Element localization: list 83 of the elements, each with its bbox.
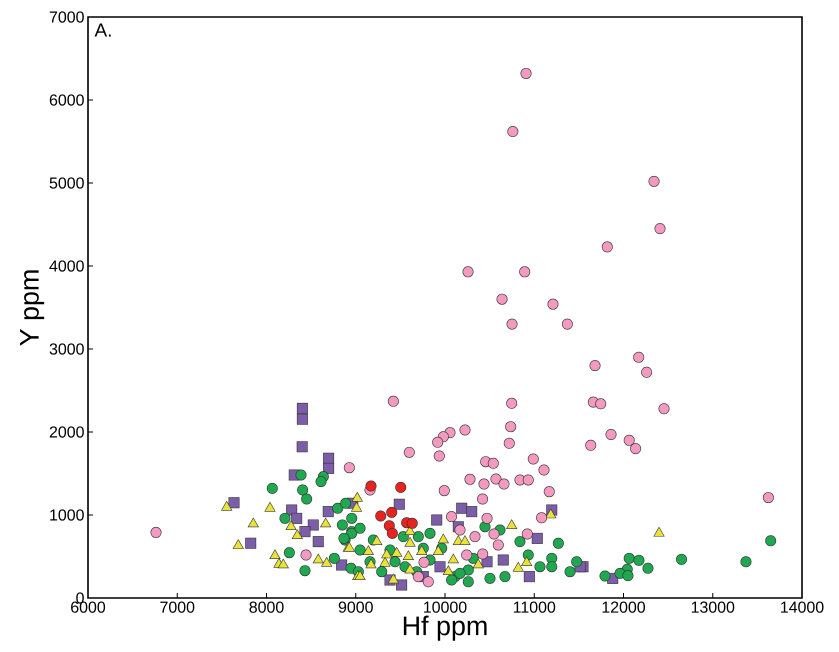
- point: [521, 556, 532, 566]
- point: [395, 482, 406, 493]
- point: [296, 441, 308, 452]
- point: [366, 558, 377, 568]
- point: [416, 545, 428, 555]
- y-tick-label: 3000: [50, 343, 84, 355]
- point: [466, 506, 478, 518]
- point: [228, 497, 240, 508]
- point: [299, 526, 310, 538]
- point: [320, 518, 332, 528]
- point: [404, 564, 416, 574]
- x-tick-label: 11000: [514, 602, 556, 613]
- y-tick-label: 7000: [50, 11, 84, 23]
- point: [352, 492, 363, 502]
- y-tick-label: 5000: [50, 177, 84, 189]
- point: [371, 535, 382, 545]
- point: [351, 502, 362, 512]
- point: [278, 558, 289, 568]
- point: [354, 570, 366, 580]
- point: [286, 520, 297, 530]
- point: [472, 558, 484, 568]
- point: [321, 557, 332, 567]
- point: [498, 554, 509, 566]
- annotation: A.: [94, 24, 111, 37]
- point: [312, 536, 324, 548]
- point: [292, 529, 303, 539]
- x-tick-label: 10000: [424, 602, 467, 613]
- point: [545, 508, 556, 518]
- point: [532, 532, 543, 544]
- point: [460, 535, 470, 545]
- point: [396, 579, 408, 590]
- point: [245, 538, 256, 549]
- point: [296, 402, 308, 414]
- point: [375, 510, 386, 522]
- point: [221, 500, 232, 511]
- y-tick-label: 4000: [49, 260, 84, 272]
- y-tick-label: 0: [76, 592, 84, 604]
- point: [512, 562, 524, 572]
- point: [434, 561, 446, 572]
- x-tick-label: 8000: [249, 602, 284, 613]
- x-tick-label: 9000: [338, 602, 373, 613]
- point: [524, 571, 535, 582]
- x-tick-label: 13000: [692, 602, 734, 613]
- point: [264, 502, 276, 512]
- point: [362, 545, 374, 555]
- point: [406, 518, 418, 529]
- x-tick-label: 7000: [160, 602, 194, 613]
- point: [404, 537, 416, 547]
- point: [248, 518, 259, 528]
- point: [323, 452, 334, 464]
- point: [312, 554, 324, 564]
- point: [380, 557, 391, 567]
- y-tick-label: 1000: [50, 509, 84, 521]
- point: [388, 574, 399, 584]
- x-tick-label: 14000: [781, 602, 824, 613]
- x-tick-label: 12000: [602, 602, 646, 613]
- point: [394, 498, 405, 510]
- point: [291, 512, 302, 524]
- point: [442, 565, 454, 575]
- point: [381, 548, 392, 558]
- point: [431, 514, 442, 526]
- point: [386, 506, 398, 518]
- point: [308, 519, 319, 530]
- point: [448, 554, 459, 564]
- point: [366, 480, 377, 492]
- point: [386, 528, 398, 539]
- point: [296, 414, 308, 425]
- point: [456, 502, 468, 514]
- point: [654, 526, 665, 537]
- point: [402, 550, 414, 560]
- point: [438, 534, 449, 544]
- x-tick-label: 6000: [71, 602, 106, 613]
- x-axis-title: Hf ppm: [404, 616, 487, 641]
- y-axis-title: Y ppm: [20, 270, 44, 346]
- point: [432, 545, 444, 555]
- point: [323, 462, 334, 474]
- y-tick-label: 6000: [50, 94, 84, 106]
- point: [322, 506, 334, 518]
- point: [391, 547, 402, 557]
- point: [269, 549, 280, 559]
- point: [506, 519, 518, 530]
- y-tick-label: 2000: [50, 426, 84, 438]
- point: [232, 539, 244, 549]
